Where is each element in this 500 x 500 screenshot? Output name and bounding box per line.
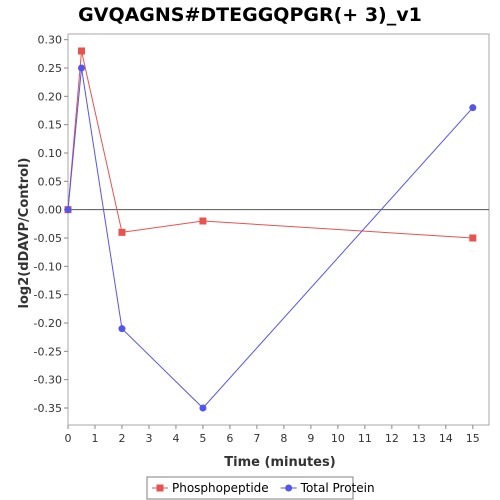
x-tick-label: 10 <box>331 432 345 445</box>
x-tick-label: 11 <box>358 432 372 445</box>
data-point-square <box>199 217 207 225</box>
x-tick-label: 3 <box>145 432 152 445</box>
y-tick-label: -0.05 <box>34 232 62 245</box>
x-tick-label: 13 <box>412 432 426 445</box>
legend-circle-marker <box>285 484 293 492</box>
x-tick-label: 12 <box>385 432 399 445</box>
data-point-circle <box>64 206 72 214</box>
legend: Phosphopeptide Total Protein <box>146 476 375 500</box>
x-tick-label: 5 <box>199 432 206 445</box>
y-tick-label: 0.20 <box>38 90 63 103</box>
data-point-circle <box>469 104 477 112</box>
x-tick-label: 2 <box>118 432 125 445</box>
series-layer <box>64 47 477 412</box>
legend-label: Total Protein <box>300 481 375 495</box>
y-tick-label: -0.35 <box>34 402 62 415</box>
x-tick-label: 7 <box>253 432 260 445</box>
y-tick-label: -0.25 <box>34 345 62 358</box>
y-tick-label: 0.05 <box>38 175 63 188</box>
data-point-circle <box>77 64 85 72</box>
y-tick-label: -0.30 <box>34 374 62 387</box>
data-point-square <box>77 47 85 55</box>
x-tick-label: 15 <box>466 432 480 445</box>
y-tick-label: -0.10 <box>34 260 62 273</box>
y-tick-label: 0.30 <box>38 34 63 47</box>
x-tick-label: 4 <box>172 432 179 445</box>
y-tick-label: 0.10 <box>38 147 63 160</box>
x-tick-label: 8 <box>280 432 287 445</box>
y-tick-label: 0.00 <box>38 204 63 217</box>
data-point-circle <box>199 404 207 412</box>
plot-area <box>67 33 490 426</box>
y-tick-label: -0.20 <box>34 317 62 330</box>
y-tick-label: 0.25 <box>38 62 63 75</box>
x-tick-label: 6 <box>226 432 233 445</box>
x-tick-label: 1 <box>91 432 98 445</box>
x-axis-label: Time (minutes) <box>224 455 335 470</box>
y-tick-label: 0.15 <box>38 119 63 132</box>
x-tick-label: 14 <box>439 432 453 445</box>
y-tick-label: -0.15 <box>34 289 62 302</box>
data-point-square <box>469 234 477 242</box>
data-point-square <box>118 228 126 236</box>
legend-label: Phosphopeptide <box>172 481 269 495</box>
x-tick-label: 0 <box>65 432 72 445</box>
chart-title: GVQAGNS#DTEGGQPGR(+ 3)_v1 <box>78 4 422 26</box>
legend-box <box>146 476 354 500</box>
x-tick-label: 9 <box>307 432 314 445</box>
y-axis-label: log2(dDAVP/Control) <box>17 158 32 309</box>
legend-square-marker <box>156 484 164 492</box>
data-point-circle <box>118 325 126 333</box>
axes: 0.30 0.25 0.20 0.15 0.10 0.05 0.00 -0.05 -0.10 -0… <box>34 34 489 445</box>
